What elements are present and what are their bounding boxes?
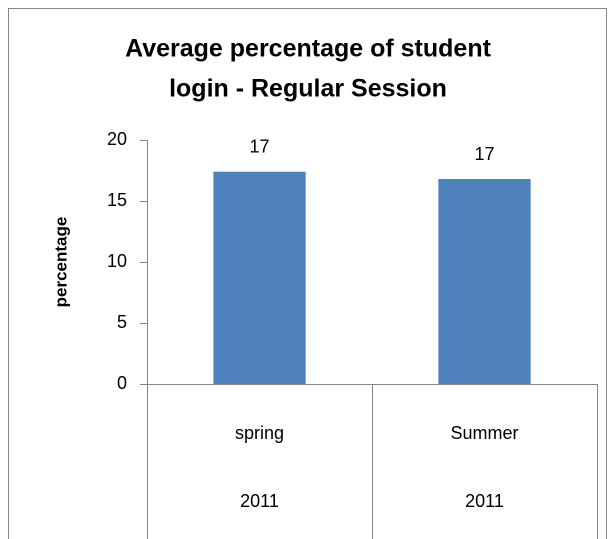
y-axis-label: percentage: [51, 217, 70, 308]
chart-title: login - Regular Session: [169, 75, 447, 103]
y-tick-label: 10: [107, 251, 127, 271]
y-tick-label: 15: [107, 190, 127, 210]
chart-title: Average percentage of student: [125, 35, 492, 63]
x-group-label: 2011: [240, 491, 279, 511]
y-tick-label: 0: [117, 373, 127, 393]
y-tick-label: 20: [107, 129, 127, 149]
bar: [213, 171, 306, 384]
x-tick-label: Summer: [450, 423, 518, 443]
y-tick-label: 5: [117, 312, 127, 332]
data-label: 17: [249, 136, 269, 156]
x-group-label: 2011: [465, 491, 504, 511]
data-label: 17: [474, 144, 494, 164]
x-tick-label: spring: [235, 423, 284, 443]
bar: [438, 179, 531, 384]
